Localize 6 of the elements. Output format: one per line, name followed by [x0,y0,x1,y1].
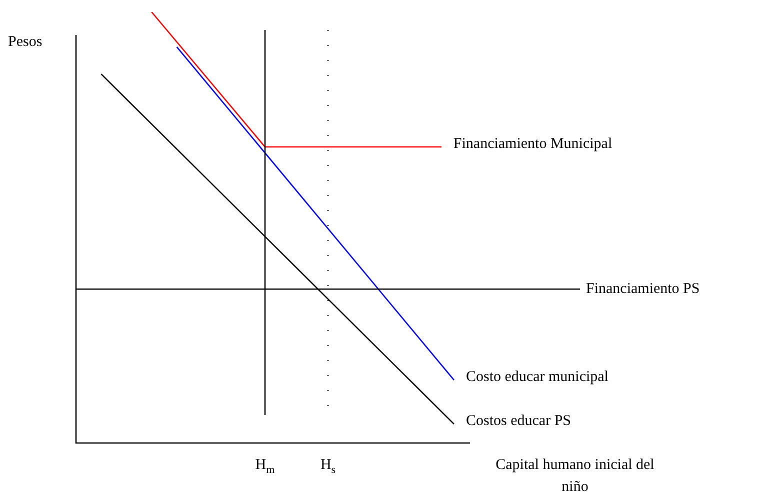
series-label: Costo educar municipal [466,369,608,386]
series-label: Financiamiento Municipal [453,136,612,152]
y-axis-title: Pesos [8,34,42,50]
series-label: Costos educar PS [466,412,571,429]
x-axis-title: Capital humano inicial del niño [496,456,654,495]
ref-line-label: Financiamiento PS [586,281,700,298]
